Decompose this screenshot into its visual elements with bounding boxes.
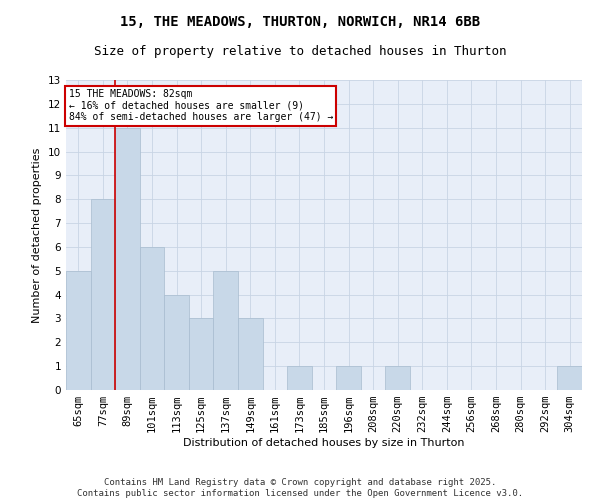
- Bar: [140, 247, 164, 390]
- Text: Contains HM Land Registry data © Crown copyright and database right 2025.
Contai: Contains HM Land Registry data © Crown c…: [77, 478, 523, 498]
- Bar: [238, 318, 263, 390]
- Bar: [214, 271, 238, 390]
- Bar: [189, 318, 214, 390]
- Text: Size of property relative to detached houses in Thurton: Size of property relative to detached ho…: [94, 45, 506, 58]
- Y-axis label: Number of detached properties: Number of detached properties: [32, 148, 43, 322]
- Text: 15 THE MEADOWS: 82sqm
← 16% of detached houses are smaller (9)
84% of semi-detac: 15 THE MEADOWS: 82sqm ← 16% of detached …: [68, 90, 333, 122]
- Bar: [66, 271, 91, 390]
- Bar: [336, 366, 361, 390]
- X-axis label: Distribution of detached houses by size in Thurton: Distribution of detached houses by size …: [183, 438, 465, 448]
- Bar: [385, 366, 410, 390]
- Bar: [115, 128, 140, 390]
- Bar: [164, 294, 189, 390]
- Bar: [287, 366, 312, 390]
- Bar: [91, 199, 115, 390]
- Text: 15, THE MEADOWS, THURTON, NORWICH, NR14 6BB: 15, THE MEADOWS, THURTON, NORWICH, NR14 …: [120, 15, 480, 29]
- Bar: [557, 366, 582, 390]
